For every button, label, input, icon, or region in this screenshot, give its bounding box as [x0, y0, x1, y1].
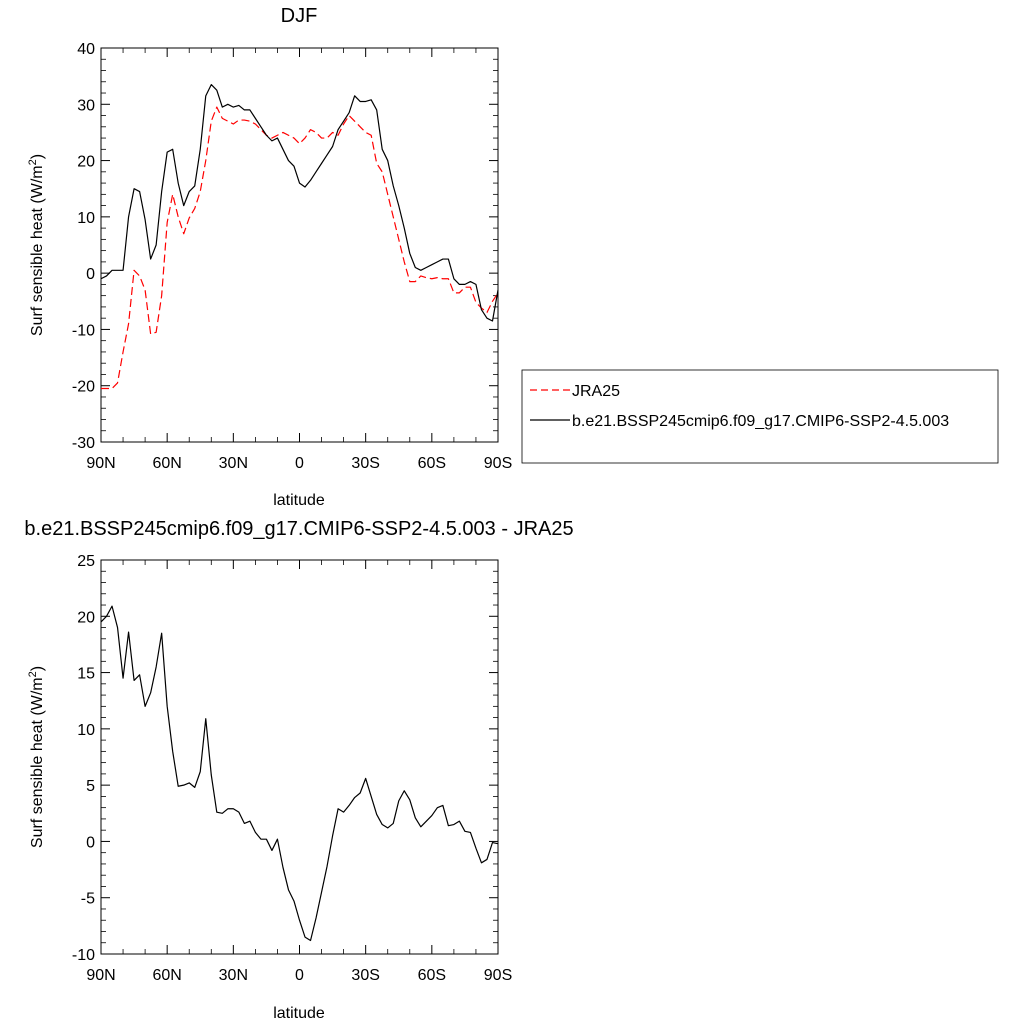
y-tick-label: 5 — [86, 778, 95, 795]
bottom-chart: b.e21.BSSP245cmip6.f09_g17.CMIP6-SSP2-4.… — [24, 518, 573, 1022]
bottom-chart-series-layer — [100, 605, 499, 942]
bottom-chart-series-0-line — [100, 605, 499, 942]
y-tick-label: 15 — [77, 666, 95, 683]
bottom-chart-ticks: -10 -5 0 5 10 15 20 25 90N 60N 30N 0 30S 60S 90S — [72, 553, 512, 984]
y-tick-label: 0 — [86, 266, 95, 283]
x-tick-label: 30N — [219, 455, 248, 472]
y-tick-label: -30 — [72, 435, 95, 452]
y-tick-label: 20 — [77, 154, 95, 171]
bottom-chart-y-axis-label: Surf sensible heat (W/m2) — [27, 666, 46, 848]
y-tick-label: 25 — [77, 553, 95, 570]
x-tick-label: 30S — [351, 455, 379, 472]
bottom-chart-x-axis-label: latitude — [273, 1005, 325, 1022]
bottom-chart-title: b.e21.BSSP245cmip6.f09_g17.CMIP6-SSP2-4.… — [24, 518, 573, 540]
y-tick-label: 40 — [77, 41, 95, 58]
x-tick-label: 90S — [484, 967, 512, 984]
top-chart-title: DJF — [281, 5, 318, 27]
x-tick-label: 90N — [86, 455, 115, 472]
top-chart-series-b-e21-bssp245cmip6-f09-g17-cmip6-ssp2-4-5-003-line — [100, 83, 499, 322]
x-tick-label: 30N — [219, 967, 248, 984]
top-chart-legend: JRA25 b.e21.BSSP245cmip6.f09_g17.CMIP6-S… — [521, 369, 999, 464]
bottom-chart-plot-frame — [100, 559, 499, 955]
top-chart-ticks: -30 -20 -10 0 10 20 30 40 90N 60N 30N 0 30S 60S 90S — [72, 41, 512, 472]
y-tick-label: 10 — [77, 722, 95, 739]
y-tick-label: 0 — [86, 834, 95, 851]
x-tick-label: 0 — [295, 455, 304, 472]
top-chart-series-layer — [100, 83, 499, 390]
x-tick-label: 60N — [152, 455, 181, 472]
x-tick-label: 60N — [152, 967, 181, 984]
y-tick-label: 20 — [77, 609, 95, 626]
y-tick-label: -20 — [72, 379, 95, 396]
top-chart: DJF -30 -20 -10 0 10 20 30 40 90N 60N 30N 0 30S 60S 90… — [27, 5, 512, 509]
x-tick-label: 90S — [484, 455, 512, 472]
y-tick-label: -5 — [81, 891, 95, 908]
top-chart-plot-frame — [100, 47, 499, 443]
y-tick-label: 10 — [77, 210, 95, 227]
top-chart-x-axis-label: latitude — [273, 492, 325, 509]
top-chart-y-axis-label: Surf sensible heat (W/m2) — [27, 154, 46, 336]
legend-entry-model: b.e21.BSSP245cmip6.f09_g17.CMIP6-SSP2-4.… — [572, 413, 949, 430]
x-tick-label: 30S — [351, 967, 379, 984]
y-tick-label: -10 — [72, 947, 95, 964]
y-tick-label: 30 — [77, 97, 95, 114]
y-tick-label: -10 — [72, 322, 95, 339]
top-chart-series-jra25-line — [101, 106, 499, 390]
legend-entry-jra25: JRA25 — [572, 383, 620, 400]
x-tick-label: 90N — [86, 967, 115, 984]
legend-frame — [521, 369, 999, 464]
x-tick-label: 60S — [418, 455, 446, 472]
x-tick-label: 0 — [295, 967, 304, 984]
x-tick-label: 60S — [418, 967, 446, 984]
